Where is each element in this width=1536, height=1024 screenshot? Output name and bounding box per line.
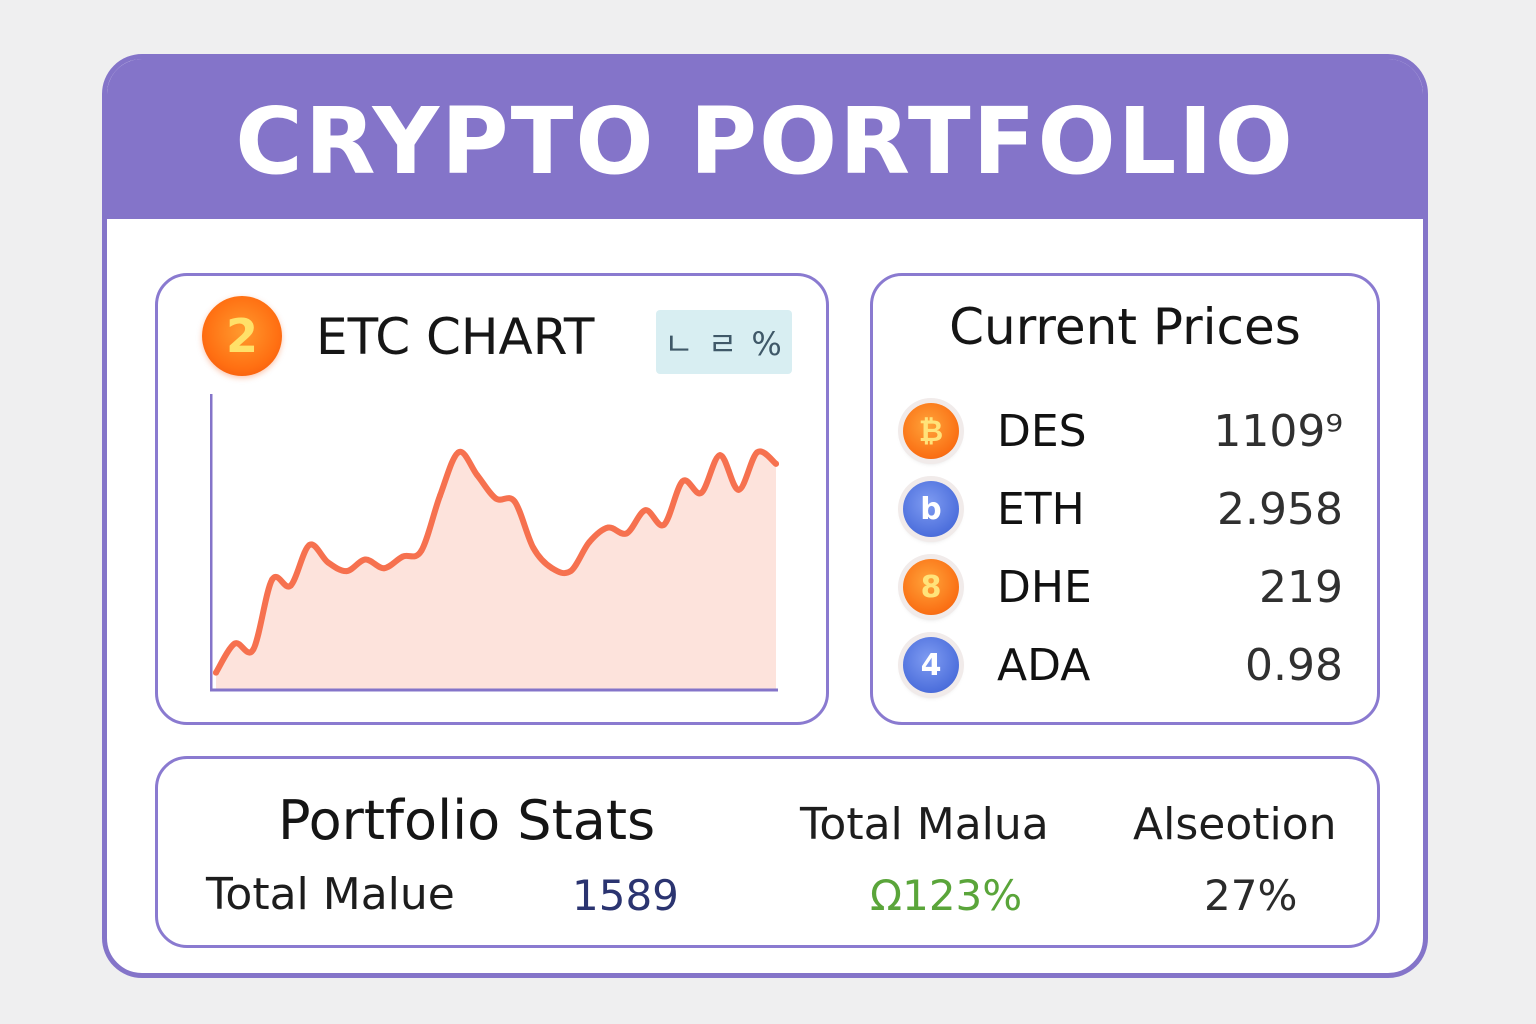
allocation-label: Alseotion <box>1133 799 1337 850</box>
etc-chart-card: 2 ETC CHART ㄴ ㄹ % <box>155 273 829 725</box>
chart-point <box>735 486 742 493</box>
chart-point <box>530 544 537 551</box>
chart-change-chip[interactable]: ㄴ ㄹ % <box>656 310 792 374</box>
chart-point <box>717 452 723 459</box>
total-value: 1589 <box>572 871 679 920</box>
chart-point <box>642 507 649 514</box>
chart-point <box>343 568 350 575</box>
portfolio-window: CRYPTO PORTFOLIO 2 ETC CHART ㄴ ㄹ % Curre… <box>102 54 1428 978</box>
chart-point <box>679 478 686 485</box>
chart-point <box>231 640 238 647</box>
chart-point <box>250 646 257 653</box>
chart-point <box>474 472 481 479</box>
chart-point <box>418 547 425 554</box>
chart-point <box>287 582 294 589</box>
chart-point <box>549 565 555 572</box>
price-row-dhe[interactable]: 8 DHE 219 <box>903 552 1343 622</box>
price-row-eth[interactable]: b ETH 2.958 <box>903 474 1343 544</box>
current-prices-card: Current Prices ₿ DES 1109⁹ b ETH 2.958 8… <box>870 273 1380 725</box>
chart-point <box>661 521 667 528</box>
page-title: CRYPTO PORTFOLIO <box>235 87 1295 195</box>
coin-price: 219 <box>1259 561 1343 613</box>
header-bar: CRYPTO PORTFOLIO <box>107 59 1423 219</box>
portfolio-stats-card: Portfolio Stats Total Malua Alseotion To… <box>155 756 1380 948</box>
coin-price: 0.98 <box>1245 639 1343 691</box>
chart-point <box>698 489 705 496</box>
chart-point <box>269 576 275 583</box>
chart-point <box>306 542 313 548</box>
total-value-label: Total Malue <box>206 869 455 920</box>
chart-point <box>567 568 574 575</box>
coin-symbol: DHE <box>997 561 1092 613</box>
chart-point <box>362 556 369 563</box>
chart-point <box>773 460 779 467</box>
chart-title: ETC CHART <box>316 308 595 366</box>
coin-symbol: DES <box>997 405 1087 457</box>
chart-point <box>325 559 331 566</box>
stats-title: Portfolio Stats <box>278 789 656 852</box>
bitcoin-icon: ₿ <box>903 403 959 459</box>
etc-line-chart <box>210 394 779 692</box>
allocation-value: 27% <box>1204 871 1298 920</box>
change-value: Ω123% <box>870 871 1023 920</box>
chart-point <box>605 524 611 531</box>
orange-coin-icon: 8 <box>903 559 959 615</box>
coin-symbol: ETH <box>997 483 1085 535</box>
coin-price: 2.958 <box>1217 483 1343 535</box>
chart-point <box>754 449 761 456</box>
chart-point <box>455 449 462 456</box>
coin-price: 1109⁹ <box>1213 405 1343 457</box>
chart-point <box>381 565 387 572</box>
chart-point <box>493 495 499 502</box>
cardano-icon: 4 <box>903 637 959 693</box>
chart-point <box>213 669 219 676</box>
chart-point <box>399 553 406 560</box>
price-row-ada[interactable]: 4 ADA 0.98 <box>903 630 1343 700</box>
chart-point <box>511 498 518 505</box>
chart-point <box>437 492 443 499</box>
chart-point <box>586 539 593 546</box>
price-row-des[interactable]: ₿ DES 1109⁹ <box>903 396 1343 466</box>
coin-symbol: ADA <box>997 639 1091 691</box>
chart-point <box>623 530 630 537</box>
etc-badge-icon: 2 <box>202 296 282 376</box>
chart-area-fill <box>216 451 776 690</box>
prices-title: Current Prices <box>949 298 1301 356</box>
blue-coin-icon: b <box>903 481 959 537</box>
change-label: Total Malua <box>800 799 1049 850</box>
